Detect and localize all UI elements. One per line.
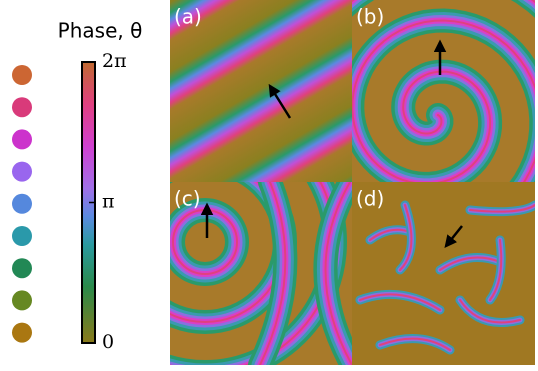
phase-band <box>352 0 535 182</box>
tick-label: π <box>102 190 115 212</box>
panel-label: (b) <box>356 5 384 29</box>
panel-label: (a) <box>174 5 202 29</box>
phase-dot <box>12 290 32 311</box>
phase-band <box>469 204 535 213</box>
panel-label: (d) <box>356 187 384 211</box>
phase-dot <box>12 193 32 214</box>
phase-band <box>439 256 501 271</box>
phase-band <box>379 337 451 351</box>
arrow <box>444 225 463 248</box>
phase-dot <box>12 226 32 246</box>
phase-dot <box>12 258 32 279</box>
phase-dot <box>12 65 32 85</box>
colorbar-title: Phase, θ <box>58 19 143 43</box>
phase-band <box>324 182 352 365</box>
phase-dot <box>12 97 32 118</box>
phase-dot <box>12 161 32 182</box>
phase-band <box>172 209 239 275</box>
phase-band <box>459 299 521 324</box>
phase-band <box>259 182 287 365</box>
arrow <box>268 83 292 119</box>
tick-label: 0 <box>102 331 114 353</box>
phase-dot <box>12 322 32 343</box>
phase-band <box>489 239 503 301</box>
panel-label: (c) <box>174 187 201 211</box>
phase-band <box>359 293 441 311</box>
phase-band <box>399 204 413 271</box>
tick-label: 2π <box>102 50 127 72</box>
panel-image <box>170 0 352 182</box>
phase-dot <box>12 129 32 150</box>
